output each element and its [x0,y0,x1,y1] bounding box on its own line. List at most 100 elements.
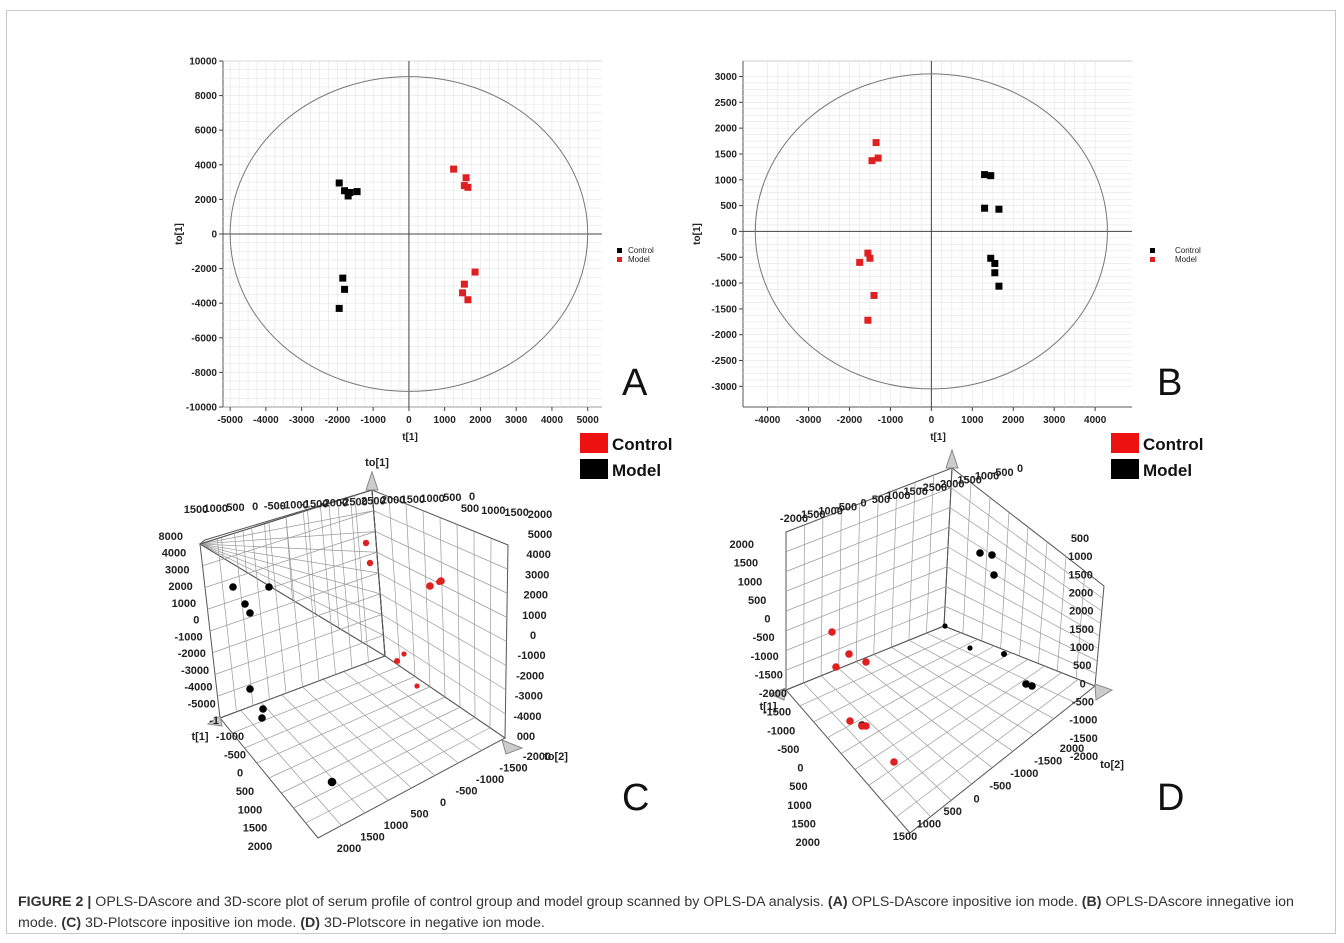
panelD-tick-right: 0 [1080,678,1086,690]
panelD-tick-right: -1500 [1070,733,1098,745]
panel-d-floor-gridline [926,632,1075,703]
panelA-point-model [459,289,467,297]
panelD-tick-right: 500 [1073,660,1091,672]
caption-c-tag: (C) [61,915,82,931]
panel-d-floor-gridline [820,675,952,801]
panelB-point-model [874,154,882,162]
panel-c-letter: C [622,777,649,819]
panelD-point-control [942,623,948,629]
panelC-tick-right: 3000 [525,569,549,581]
panelC-tick-front: 1000 [238,804,262,816]
panelD-tick-left: 1500 [791,818,815,830]
panelD-tick-top: -1000 [971,471,999,483]
panelA-xtick-label: -5000 [217,415,243,426]
panelB-t2-ellipse [754,73,1108,390]
panelC-tick-right: -2000 [516,670,544,682]
panel-a-legend-model-swatch [617,257,622,262]
panel-d-back-left-gridline [785,507,951,572]
panelA-point-control [341,285,349,293]
panelB-xtick-label: 3000 [1043,415,1066,426]
panel-c-axis-arrow-top [365,470,379,491]
panelC-point-control [246,609,254,617]
panelD-tick-left: 1000 [787,800,811,812]
panelB-point-model [864,316,872,324]
panelC-tick-front: 500 [236,786,254,798]
panelC-tick-right: 1000 [522,610,546,622]
big-legend-right-model: Model [1143,461,1192,480]
panelB-ytick-label: 3000 [715,72,738,83]
panelB-ytick-label: 1000 [715,175,738,186]
panelC-tick-top: 1500 [401,494,425,506]
panelC-tick-left: -1000 [174,631,202,643]
panelB-point-control [987,172,995,180]
panel-d-back-right-gridline [981,497,991,642]
panel-c-floor-gridline [305,727,491,824]
panelA-point-control [335,179,343,187]
panel-a-xlabel: t[1] [402,432,418,443]
panelD-axis-title: t[1] [759,701,776,713]
panelC-point-model [401,651,407,657]
panel-c-axis-arrow-right [501,739,524,755]
panelC-tick-left: 8000 [159,531,183,543]
panelD-tick-right: -1000 [1069,715,1097,727]
panelD-point-model [832,663,840,671]
panelB-point-model [866,254,874,262]
panelB-ytick-label: 2000 [715,124,738,135]
panel-d-back-right-gridline [1056,556,1067,672]
panelB-ytick-label: 1500 [715,149,738,160]
panelC-tick-top: 1000 [420,493,444,505]
panelC-axis-title: to[1] [365,457,389,469]
panelB-ytick-label: -2500 [711,356,737,367]
figure-caption: FIGURE 2 | OPLS-DAscore and 3D-score plo… [18,892,1318,934]
panelC-tick-top: -2500 [340,497,368,509]
panelC-tick-right: -1000 [518,650,546,662]
panelD-tick-left: 2000 [796,837,820,849]
panelA-ytick-label: -4000 [191,299,217,310]
panelC-tick-left: -2000 [178,648,206,660]
panel-d-floor-gridline [908,639,1055,719]
panelD-tick-left: 500 [748,595,766,607]
caption-main: OPLS-DAscore and 3D-score plot of serum … [91,894,828,910]
panelA-point-control [353,188,361,196]
panelB-ytick-label: 0 [731,227,737,238]
caption-a-tag: (A) [827,894,848,910]
panelD-tick-left: 2000 [730,539,754,551]
panel-c-back-right-gridline [473,531,476,718]
panelC-tick-right: -4000 [513,711,541,723]
panel-b-legend: Control Model [1150,246,1201,264]
panelC-tick-right: 000 [517,731,535,743]
panelD-tick-bottom: 2000 [1060,743,1084,755]
panelB-ytick-label: 2500 [715,98,738,109]
panelC-tick-top: 2000 [381,495,405,507]
panelC-tick-bottom: -500 [455,786,477,798]
panelD-tick-top: -500 [992,467,1014,479]
panel-c-back-right-gridline [489,538,492,728]
panelC-tick-top: 500 [443,492,461,504]
panelC-tick-top_right: 1500 [504,507,528,519]
panelD-tick-left: -2000 [759,688,787,700]
panelA-xtick-label: 5000 [577,415,600,426]
panelD-tick-top: -1500 [797,509,825,521]
panelB-ytick-label: -1000 [711,279,737,290]
panel-c-back-right-gridline [422,510,431,687]
panel-c-back-right-gridline [405,503,416,677]
panelA-ytick-label: 4000 [195,160,218,171]
panelB-ytick-label: 500 [720,201,737,212]
panelC-tick-front: 1500 [243,823,267,835]
panel-d-floor-gridline [882,672,1062,802]
panelB-xtick-label: -2000 [837,415,863,426]
panelA-ytick-label: 8000 [195,91,218,102]
panelA-ytick-label: 10000 [189,57,217,68]
panelC-point-model [426,582,434,590]
panelA-xtick-label: -2000 [325,415,351,426]
panelD-tick-right: -500 [1072,697,1094,709]
panelA-ytick-label: -6000 [191,333,217,344]
panelD-tick-top: 0 [1017,463,1023,475]
caption-figure-label: FIGURE 2 | [18,894,92,910]
panel-d-wireframe [768,448,1114,834]
panelC-tick-bottom: -2000 [523,751,551,763]
panel-d-axis-arrow-top [945,448,959,469]
panelB-point-model [864,249,872,257]
panel-a-ylabel: to[1] [174,223,185,245]
panelC-tick-right: 2000 [524,590,548,602]
